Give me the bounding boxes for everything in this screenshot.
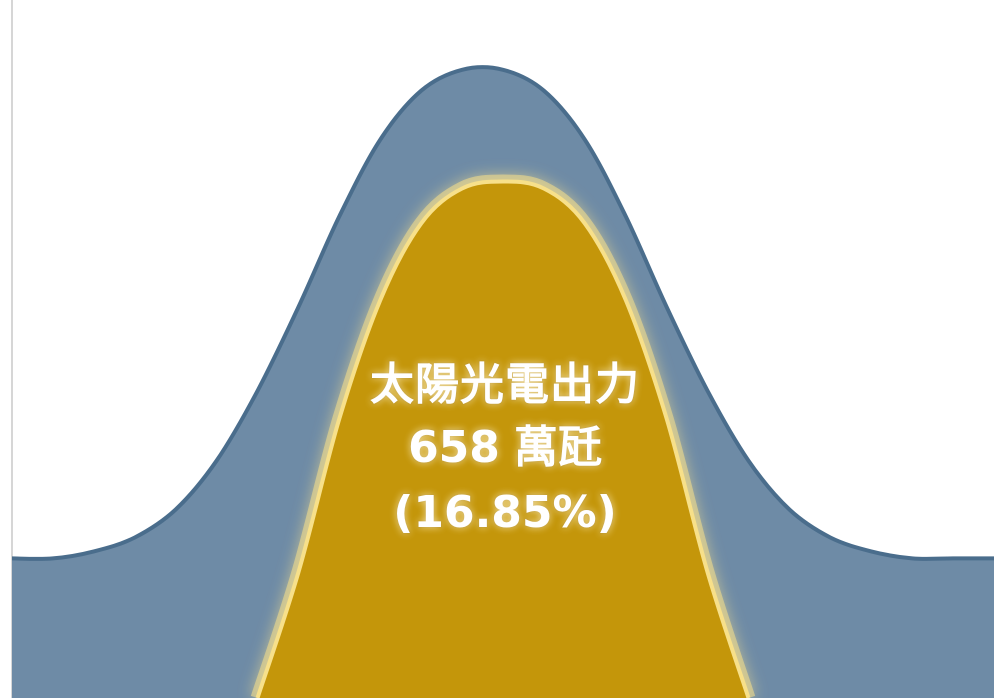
annotation-share: (16.85%) — [393, 487, 617, 538]
annotation-unit: 萬瓩 — [513, 422, 602, 473]
annotation-value: 658 — [408, 422, 500, 473]
annotation-value-row: 658 萬瓩 — [355, 415, 655, 481]
solar-annotation: 太陽光電出力 658 萬瓩 (16.85%) — [355, 355, 655, 545]
series-solar-area — [257, 181, 749, 698]
annotation-series-name: 太陽光電出力 — [370, 359, 640, 410]
series-total-line — [11, 65, 994, 561]
series-solar-line — [255, 179, 751, 698]
